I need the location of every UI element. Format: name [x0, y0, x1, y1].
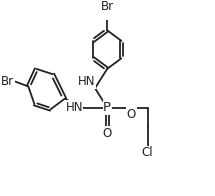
Text: Br: Br: [101, 0, 114, 13]
Text: Cl: Cl: [142, 146, 154, 159]
Text: P: P: [103, 101, 111, 114]
Text: HN: HN: [65, 101, 83, 114]
Text: HN: HN: [78, 75, 95, 88]
Text: O: O: [103, 127, 112, 140]
Text: O: O: [127, 108, 136, 121]
Text: Br: Br: [1, 75, 14, 88]
